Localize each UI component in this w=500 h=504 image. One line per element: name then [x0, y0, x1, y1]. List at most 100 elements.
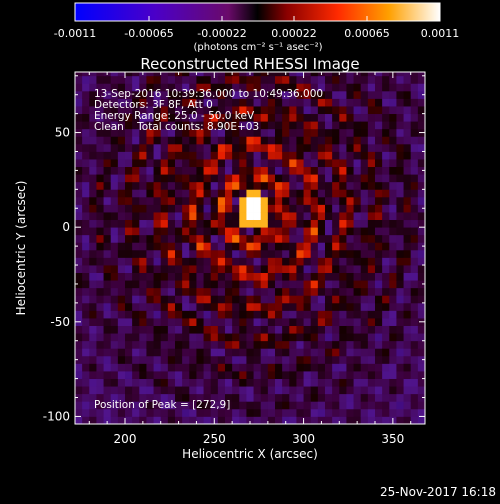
heatmap-cell	[160, 333, 169, 342]
heatmap-cell	[346, 113, 354, 122]
heatmap-cell	[260, 83, 269, 92]
heatmap-cell	[139, 174, 147, 183]
heatmap-cell	[275, 166, 283, 175]
heatmap-cell	[139, 416, 147, 424]
heatmap-cell	[160, 98, 169, 107]
heatmap-cell	[203, 72, 212, 77]
heatmap-cell	[367, 121, 376, 130]
heatmap-cell	[232, 280, 240, 289]
heatmap-cell	[246, 378, 254, 387]
heatmap-cell	[210, 249, 219, 258]
heatmap-cell	[125, 257, 133, 266]
heatmap-cell	[346, 363, 354, 372]
heatmap-cell	[103, 386, 112, 395]
heatmap-cell	[403, 121, 412, 130]
heatmap-cell	[303, 295, 312, 304]
heatmap-cell	[260, 257, 269, 266]
heatmap-cell	[167, 121, 176, 130]
heatmap-cell	[189, 318, 197, 326]
heatmap-cell	[96, 401, 104, 410]
heatmap-cell	[325, 280, 333, 289]
heatmap-cell	[167, 416, 176, 424]
heatmap-cell	[282, 136, 290, 145]
heatmap-cell	[403, 249, 412, 258]
heatmap-cell	[417, 75, 425, 84]
heatmap-cell	[382, 196, 390, 205]
heatmap-cell	[417, 257, 425, 266]
heatmap-cell	[110, 196, 119, 205]
heatmap-cell	[210, 174, 219, 183]
heatmap-cell	[382, 174, 390, 183]
heatmap-cell	[289, 113, 297, 122]
heatmap-cell	[282, 280, 290, 289]
heatmap-cell	[339, 227, 347, 236]
heatmap-cell	[275, 265, 283, 273]
heatmap-cell	[417, 408, 425, 417]
heatmap-cell	[367, 295, 376, 304]
heatmap-cell	[225, 280, 233, 289]
heatmap-cell	[189, 287, 197, 296]
heatmap-cell	[110, 181, 119, 190]
heatmap-cell	[167, 318, 176, 326]
heatmap-cell	[303, 401, 312, 410]
heatmap-cell	[110, 318, 119, 326]
heatmap-cell	[146, 219, 154, 228]
heatmap-cell	[267, 143, 276, 152]
heatmap-cell	[267, 265, 276, 273]
heatmap-cell	[353, 393, 362, 402]
heatmap-cell	[317, 325, 326, 334]
heatmap-cell	[117, 166, 126, 175]
heatmap-cell	[267, 333, 276, 342]
heatmap-cell	[260, 295, 269, 304]
heatmap-cell	[353, 302, 362, 311]
heatmap-cell	[260, 310, 269, 319]
heatmap-cell	[82, 287, 90, 296]
heatmap-cell	[282, 159, 290, 168]
heatmap-cell	[232, 174, 240, 183]
heatmap-cell	[296, 212, 304, 221]
heatmap-cell	[203, 166, 212, 175]
heatmap-cell	[117, 72, 126, 77]
heatmap-cell	[382, 227, 390, 236]
heatmap-cell	[267, 257, 276, 266]
heatmap-cell	[96, 242, 104, 251]
heatmap-cell	[139, 302, 147, 311]
heatmap-cell	[125, 106, 133, 115]
heatmap-cell	[175, 408, 183, 417]
heatmap-cell	[232, 242, 240, 251]
heatmap-cell	[282, 166, 290, 175]
heatmap-cell	[217, 416, 226, 424]
heatmap-cell	[153, 181, 162, 190]
heatmap-cell	[303, 75, 312, 84]
heatmap-cell	[332, 227, 340, 236]
heatmap-cell	[82, 159, 90, 168]
heatmap-cell	[303, 242, 312, 251]
heatmap-cell	[96, 174, 104, 183]
heatmap-cell	[396, 287, 404, 296]
heatmap-cell	[82, 136, 90, 145]
heatmap-cell	[360, 318, 369, 326]
heatmap-cell	[160, 83, 169, 92]
heatmap-cell	[396, 249, 404, 258]
heatmap-cell	[325, 72, 333, 77]
heatmap-cell	[289, 310, 297, 319]
heatmap-cell	[389, 121, 397, 130]
heatmap-cell	[310, 371, 319, 379]
heatmap-cell	[375, 83, 383, 92]
heatmap-cell	[117, 181, 126, 190]
heatmap-cell	[117, 280, 126, 289]
heatmap-cell	[153, 90, 162, 99]
heatmap-cell	[346, 310, 354, 319]
heatmap-cell	[217, 265, 226, 273]
heatmap-cell	[410, 189, 419, 198]
heatmap-cell	[353, 196, 362, 205]
heatmap-cell	[182, 371, 190, 379]
heatmap-cell	[189, 106, 197, 115]
heatmap-cell	[267, 287, 276, 296]
heatmap-cell	[367, 98, 376, 107]
heatmap-cell	[217, 196, 226, 205]
heatmap-cell	[182, 166, 190, 175]
heatmap-cell	[82, 408, 90, 417]
heatmap-cell	[153, 295, 162, 304]
heatmap-cell	[339, 348, 347, 357]
